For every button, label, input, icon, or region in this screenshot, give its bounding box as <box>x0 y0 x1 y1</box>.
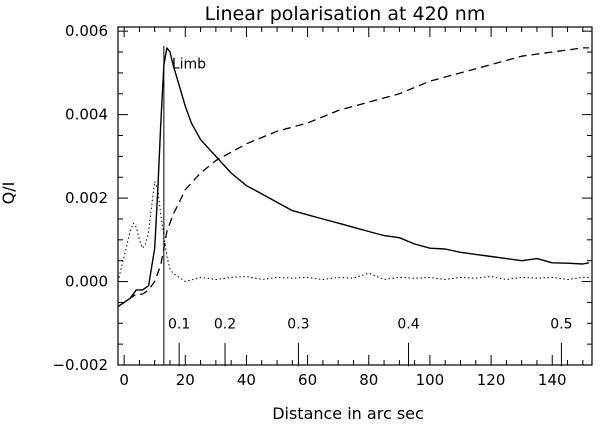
series-line-dashed <box>117 47 589 308</box>
inner-scale-label: 0.2 <box>214 317 236 333</box>
x-tick-label: 120 <box>477 371 506 389</box>
inner-scale-label: 0.5 <box>550 317 572 333</box>
y-tick-label: 0.002 <box>65 189 108 207</box>
y-tick-label: 0.004 <box>65 106 108 124</box>
x-tick-label: 40 <box>237 371 256 389</box>
chart-title: Linear polarisation at 420 nm <box>205 3 486 25</box>
y-tick-label: −0.002 <box>52 356 108 374</box>
limb-label: Limb <box>172 57 206 73</box>
x-tick-label: 0 <box>119 371 129 389</box>
axes: 0 20 40 60 80 100 120 140 −0.002 0.000 0.002 0.004 0… <box>52 22 592 389</box>
x-tick-label: 60 <box>298 371 317 389</box>
x-tick-label: 100 <box>416 371 445 389</box>
plot-content: Limb 0.1 0.2 0.3 0.4 0.5 <box>117 46 590 367</box>
x-tick-label: 20 <box>176 371 195 389</box>
series-line-dotted <box>117 180 589 282</box>
y-tick-label: 0.006 <box>65 22 108 40</box>
x-tick-label: 140 <box>538 371 567 389</box>
series-line-solid <box>117 47 590 308</box>
inner-scale-label: 0.4 <box>397 317 419 333</box>
y-tick-label: 0.000 <box>65 273 108 291</box>
x-tick-label: 80 <box>359 371 378 389</box>
plot-frame <box>117 26 593 366</box>
inner-scale-label: 0.3 <box>287 317 309 333</box>
y-axis-label: Q/I <box>0 182 18 205</box>
x-axis-label: Distance in arc sec <box>272 404 424 423</box>
inner-scale-label: 0.1 <box>168 317 190 333</box>
